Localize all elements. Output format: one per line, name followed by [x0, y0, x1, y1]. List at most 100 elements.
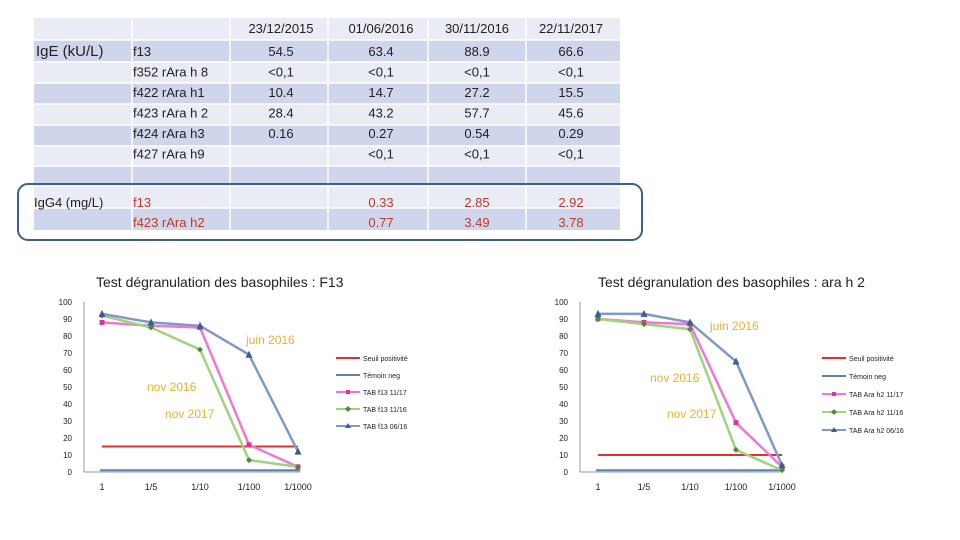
data-point: [148, 324, 154, 331]
data-point: [687, 326, 693, 333]
data-point: [197, 346, 203, 353]
annotation-label: juin 2016: [709, 319, 759, 333]
igg4-value: 3.78: [558, 215, 583, 230]
y-tick-label: 30: [559, 417, 568, 426]
chart-f13: 0 10 20 30 40 50 60 70 80 90 100 1 1/5 1/10 1/100 1/100…: [59, 298, 408, 492]
legend-marker: [346, 390, 350, 394]
y-tick-label: 60: [63, 366, 72, 375]
table-row-bg: [34, 208, 620, 230]
ige-value: <0,1: [558, 147, 584, 162]
table-row-bg: [34, 125, 620, 146]
igg4-value: 3.49: [464, 215, 489, 230]
igg4-highlight-box: [17, 183, 643, 241]
y-tick-label: 0: [68, 468, 73, 477]
annotation-label: nov 2016: [650, 371, 700, 385]
ige-value: <0,1: [268, 65, 294, 80]
legend-label: Seuil positivité: [849, 356, 894, 363]
ige-value: 43.2: [368, 106, 393, 121]
ige-allergen-name: f424 rAra h3: [133, 126, 205, 141]
ige-value: 15.5: [558, 85, 583, 100]
ige-value: 57.7: [464, 106, 489, 121]
series-line-2: [597, 317, 783, 468]
ige-value: 63.4: [368, 44, 393, 59]
legend-label: TAB f13 06/16: [363, 424, 407, 431]
legend-marker: [831, 427, 837, 432]
x-tick-label: 1: [99, 482, 104, 492]
y-tick-label: 70: [63, 349, 72, 358]
x-tick-label: 1/5: [638, 482, 651, 492]
legend-marker: [831, 409, 837, 415]
data-point: [594, 309, 602, 317]
y-tick-label: 50: [559, 383, 568, 392]
y-tick-label: 50: [63, 383, 72, 392]
x-tick-label: 1/10: [681, 482, 699, 492]
data-point: [245, 350, 253, 358]
ige-value: 88.9: [464, 44, 489, 59]
legend-label: TAB Ara h2 06/16: [849, 428, 904, 435]
y-tick-label: 10: [63, 451, 72, 460]
igg4-label: IgG4 (mg/L): [34, 195, 103, 210]
data-point: [295, 463, 301, 470]
y-tick-label: 80: [559, 332, 568, 341]
legend-label: Seuil positivité: [363, 356, 408, 363]
x-tick-label: 1/10: [191, 482, 209, 492]
data-point: [641, 321, 647, 328]
data-point: [686, 318, 694, 326]
allergy-results-table: 23/12/2015 01/06/2016 30/11/2016 22/11/2017…: [17, 18, 643, 241]
table-row-bg: [34, 146, 620, 166]
y-tick-label: 20: [559, 434, 568, 443]
ige-value: 0.29: [558, 126, 583, 141]
ige-value: 14.7: [368, 85, 393, 100]
legend-label: TAB Ara h2 11/16: [849, 410, 903, 417]
x-tick-label: 1/100: [238, 482, 261, 492]
table-date-header: 01/06/2016: [348, 21, 413, 36]
y-tick-label: 20: [63, 434, 72, 443]
ige-value: <0,1: [558, 65, 584, 80]
legend-marker: [345, 406, 351, 412]
y-tick-label: 100: [59, 298, 73, 307]
data-point: [196, 321, 204, 329]
igg4-allergen-name: f423 rAra h2: [133, 215, 205, 230]
y-tick-label: 40: [63, 400, 72, 409]
legend-label: TAB f13 11/16: [363, 407, 407, 414]
data-point: [147, 318, 155, 326]
table-date-header: 30/11/2016: [445, 21, 509, 36]
table-row-bg: [34, 83, 620, 104]
y-tick-label: 0: [564, 468, 569, 477]
y-tick-label: 40: [559, 400, 568, 409]
table-date-header: 22/11/2017: [539, 21, 603, 36]
table-date-header: 23/12/2015: [248, 21, 313, 36]
data-point: [733, 446, 739, 453]
legend-label: Témoin neg: [849, 374, 886, 381]
table-row-bg: [34, 40, 620, 62]
ige-value: 27.2: [464, 85, 489, 100]
ige-value: 66.6: [558, 44, 583, 59]
y-tick-label: 30: [63, 417, 72, 426]
data-point: [98, 309, 106, 317]
ige-value: 28.4: [268, 106, 293, 121]
table-row-bg: [34, 18, 620, 40]
ige-value: 10.4: [268, 85, 293, 100]
table-row-bg: [34, 166, 620, 186]
legend-label: TAB Ara h2 11/17: [849, 392, 903, 399]
data-point: [732, 357, 740, 365]
x-tick-label: 1/1000: [284, 482, 312, 492]
y-tick-label: 80: [63, 332, 72, 341]
legend-label: TAB f13 11/17: [363, 390, 407, 397]
igg4-value: 2.85: [464, 195, 489, 210]
series-line-4: [598, 312, 784, 466]
legend-label: Témoin neg: [363, 373, 400, 380]
table-row-bg: [34, 104, 620, 125]
chart-title-ara-h2: Test dégranulation des basophiles : ara …: [598, 274, 865, 290]
ige-allergen-name: f13: [133, 44, 151, 59]
table-row-bg: [34, 186, 620, 208]
legend-marker: [345, 423, 351, 428]
igg4-value: 0.33: [368, 195, 393, 210]
chart-ara-h2: 0 10 20 30 40 50 60 70 80 90 100 1 1/5 1/10 1/100 1/100…: [555, 298, 904, 492]
ige-value: <0,1: [368, 65, 394, 80]
x-tick-label: 1: [595, 482, 600, 492]
x-tick-label: 1/100: [725, 482, 748, 492]
data-point: [99, 319, 105, 325]
ige-allergen-name: f423 rAra h 2: [133, 106, 208, 121]
data-point: [640, 309, 648, 317]
